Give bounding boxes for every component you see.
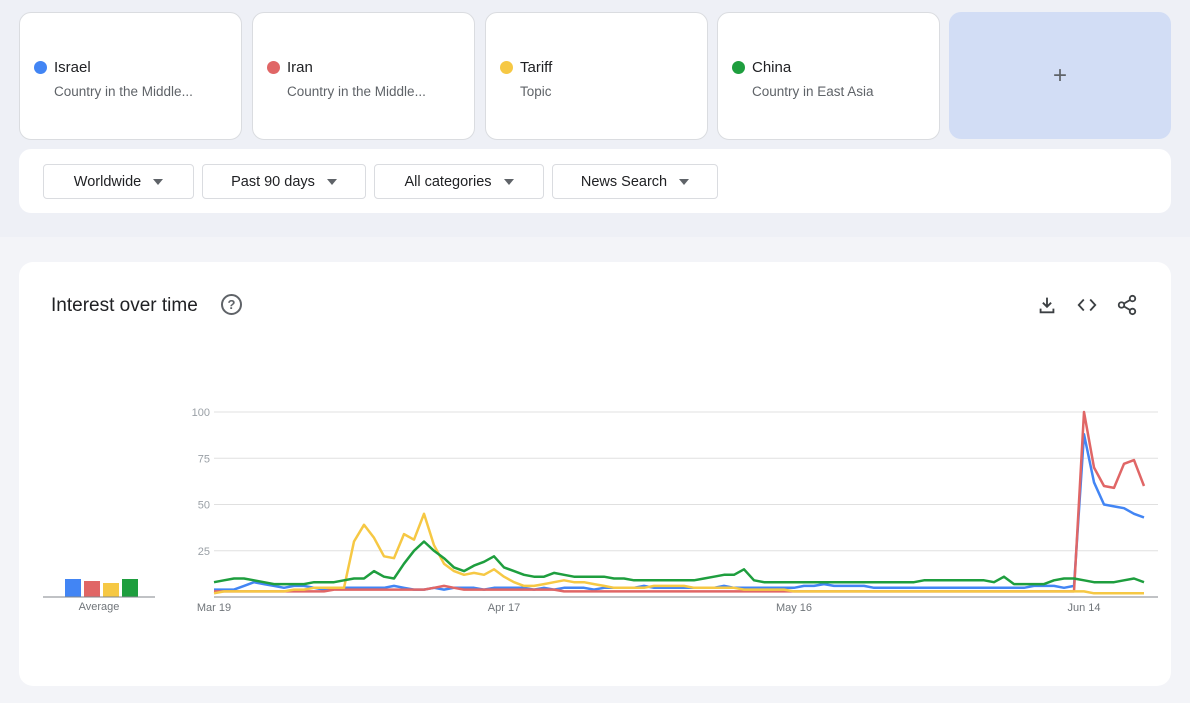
caret-down-icon [326,178,337,185]
series-line-china[interactable] [213,540,1145,586]
term-name: China [752,59,792,76]
y-tick-label: 25 [198,546,210,558]
term-card-iran[interactable]: Iran Country in the Middle... [252,12,475,140]
category-dropdown[interactable]: All categories [374,164,544,199]
average-bar-israel [65,579,81,597]
y-tick-label: 75 [198,453,210,465]
term-subtitle: Country in the Middle... [287,84,426,99]
add-comparison-button[interactable]: + [949,12,1171,139]
term-name: Tariff [520,59,553,76]
search-type-label: News Search [580,173,668,190]
time-range-dropdown[interactable]: Past 90 days [202,164,366,199]
region-dropdown[interactable]: Worldwide [43,164,194,199]
x-tick-label: Mar 19 [197,602,231,614]
term-name: Iran [287,59,313,76]
color-dot-icon [34,61,47,74]
series-line-israel[interactable] [214,432,1145,591]
filter-bar: Worldwide Past 90 days All categories Ne… [19,149,1171,213]
download-icon[interactable] [1036,294,1058,316]
average-bar-iran [84,581,100,597]
caret-down-icon [153,178,164,185]
term-subtitle: Topic [520,84,552,99]
category-label: All categories [404,173,492,190]
average-chart: Average [43,579,155,613]
term-row: Israel [34,59,91,76]
caret-down-icon [679,178,690,185]
chart-title: Interest over time [51,295,198,316]
caret-down-icon [503,178,514,185]
y-tick-label: 50 [198,500,210,512]
search-type-dropdown[interactable]: News Search [552,164,718,199]
trend-line-chart: 25 50 75 100 Mar 19 Apr 17 May 16 Jun 14 [192,407,1158,614]
average-label: Average [79,601,120,613]
color-dot-icon [732,61,745,74]
interest-over-time-card: Interest over time ? Average 25 50 75 100 M… [19,262,1171,686]
x-tick-label: Jun 14 [1067,602,1100,614]
plus-icon: + [1052,61,1067,89]
average-bar-china [122,579,138,597]
series-line-tariff[interactable] [213,512,1144,595]
x-tick-label: May 16 [776,602,812,614]
x-tick-label: Apr 17 [488,602,520,614]
term-name: Israel [54,59,91,76]
term-subtitle: Country in East Asia [752,84,874,99]
help-circle-icon[interactable]: ? [221,294,242,315]
term-card-israel[interactable]: Israel Country in the Middle... [19,12,242,140]
color-dot-icon [267,61,280,74]
term-card-china[interactable]: China Country in East Asia [717,12,940,140]
region-label: Worldwide [73,173,142,190]
y-tick-label: 100 [192,407,210,419]
series-line-iran[interactable] [214,410,1146,593]
embed-code-icon[interactable] [1076,294,1098,316]
share-icon[interactable] [1116,294,1138,316]
term-row: Iran [267,59,313,76]
color-dot-icon [500,61,513,74]
time-range-label: Past 90 days [231,173,315,190]
term-row: China [732,59,791,76]
average-bar-tariff [103,583,119,597]
term-card-tariff[interactable]: Tariff Topic [485,12,708,140]
term-row: Tariff [500,59,552,76]
term-subtitle: Country in the Middle... [54,84,193,99]
